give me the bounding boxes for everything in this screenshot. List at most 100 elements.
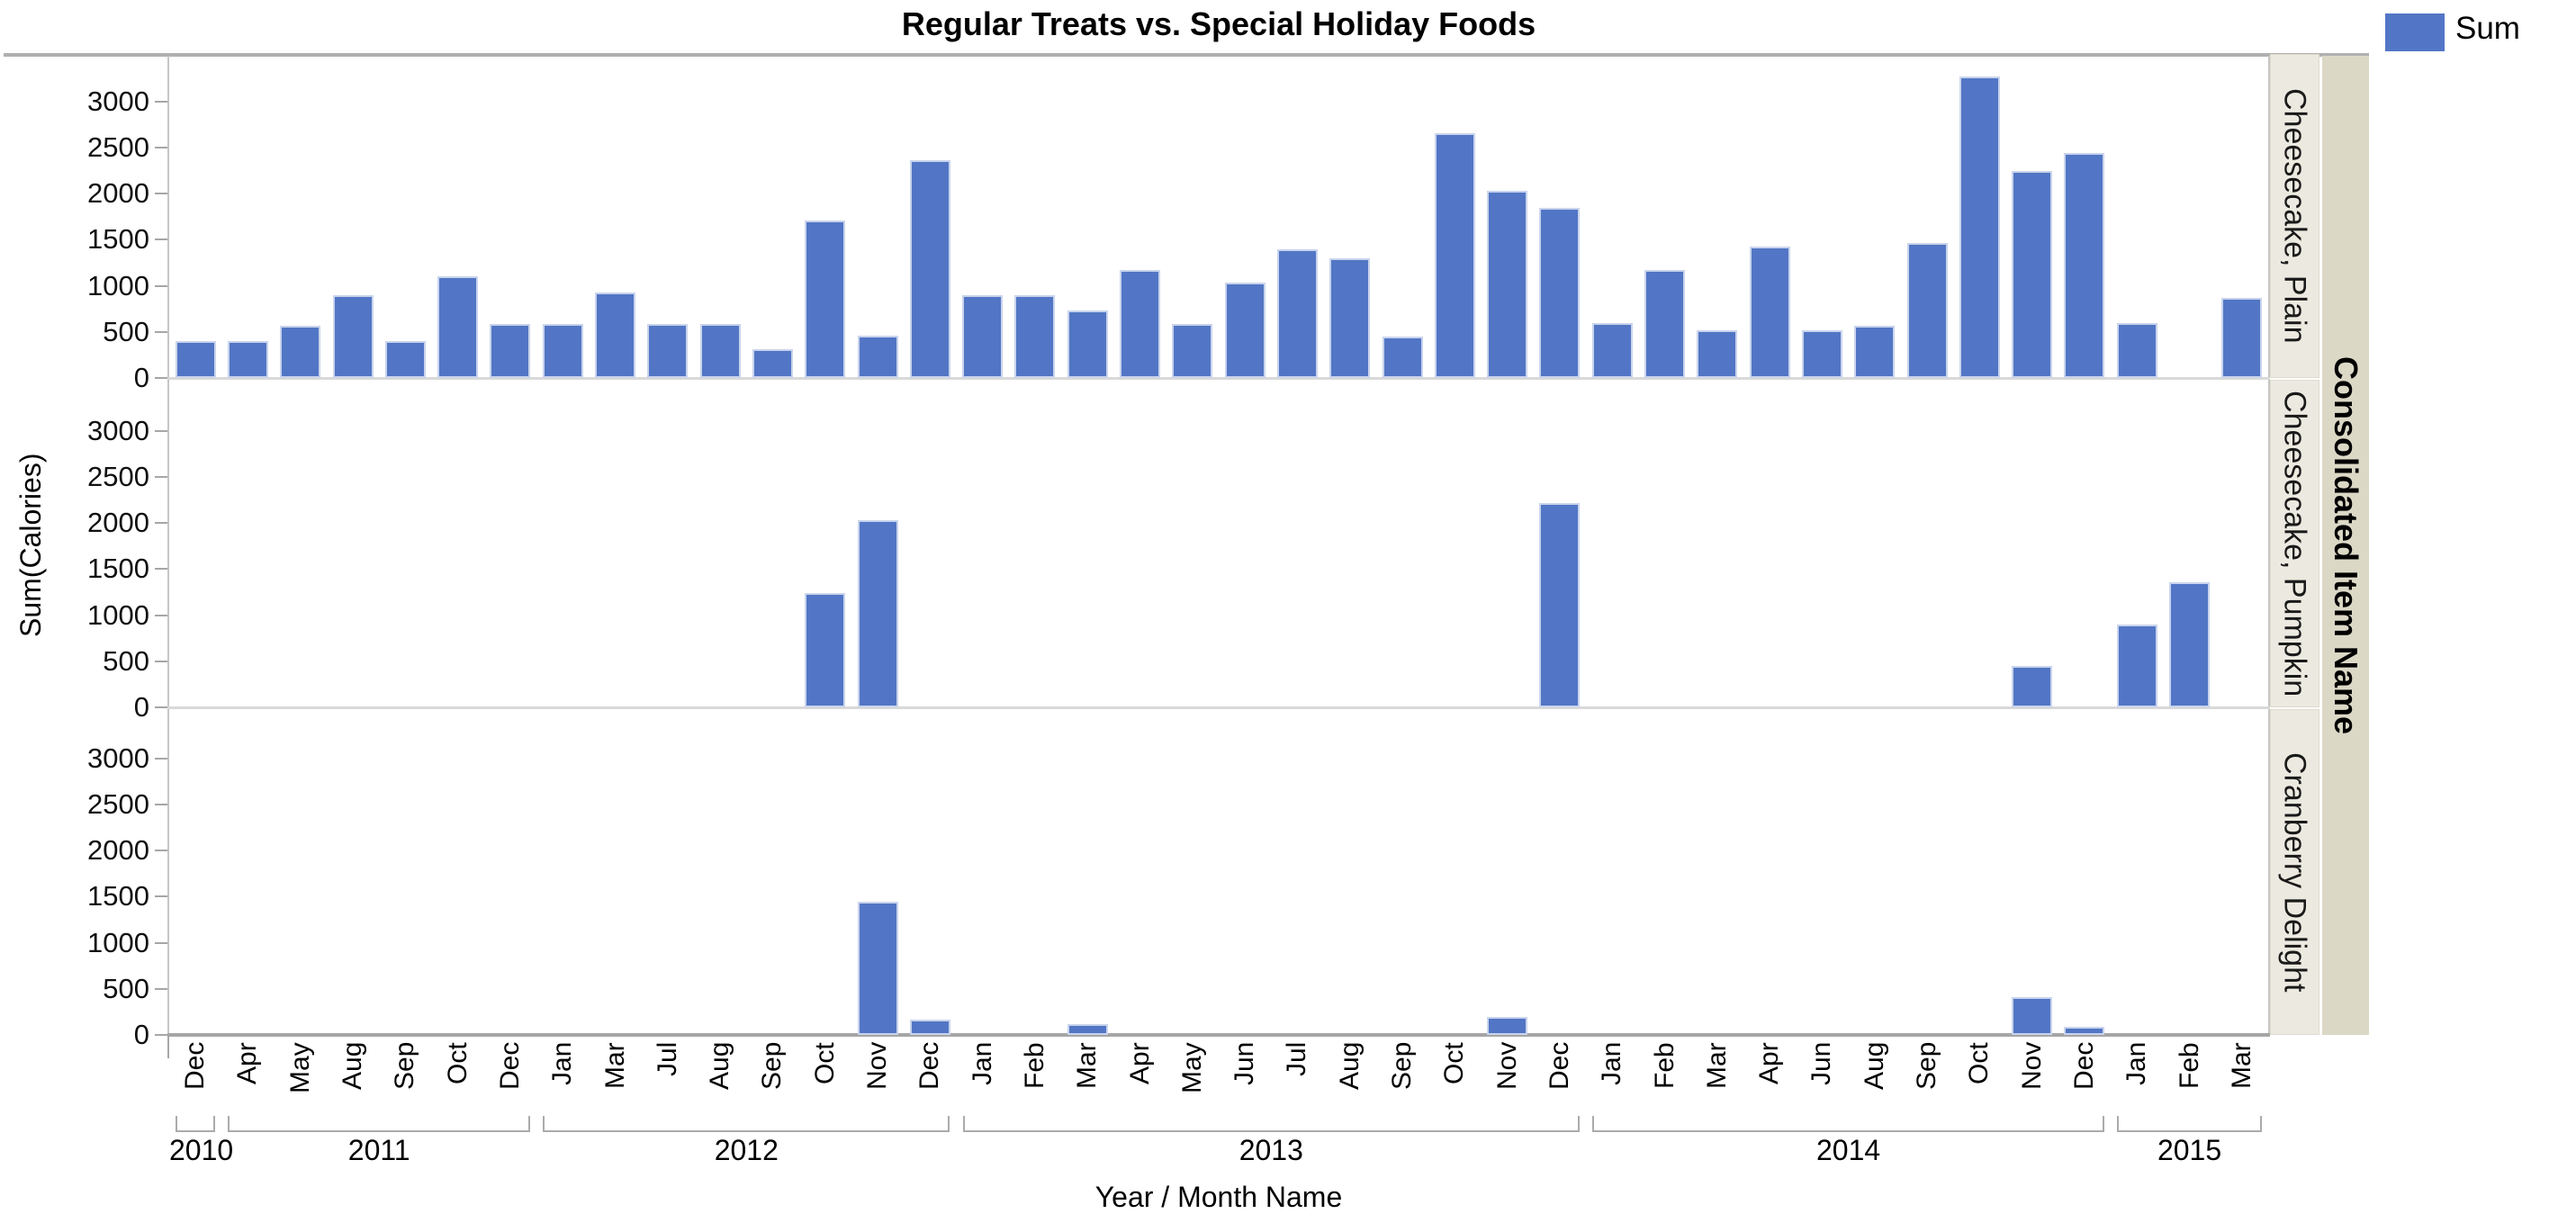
bar[interactable] <box>437 276 479 378</box>
x-tick-label-month: Mar <box>2226 1042 2256 1089</box>
y-tick-mark <box>155 706 167 708</box>
bar[interactable] <box>175 341 216 378</box>
plot-border-right <box>2268 56 2270 1035</box>
y-tick-mark <box>155 614 167 616</box>
x-tick-label-month: Sep <box>390 1042 420 1091</box>
bar[interactable] <box>542 323 583 378</box>
axis-corner-tick <box>167 1035 169 1058</box>
y-tick-mark <box>155 238 167 241</box>
y-tick-label: 2000 <box>87 507 149 539</box>
x-tick-label-month: Feb <box>1019 1042 1049 1089</box>
x-tick-label-month: Sep <box>1912 1042 1942 1091</box>
year-group-bracket <box>962 1116 1581 1132</box>
y-tick-label: 2500 <box>87 131 149 164</box>
bar[interactable] <box>2012 665 2053 707</box>
bar[interactable] <box>2012 170 2053 378</box>
facet-axis-title: Consolidated Item Name <box>2328 355 2364 735</box>
y-tick-label: 0 <box>133 691 149 723</box>
y-tick-mark <box>155 850 167 852</box>
bar[interactable] <box>909 160 950 378</box>
bar[interactable] <box>2221 297 2263 378</box>
bar[interactable] <box>1591 322 1633 378</box>
bar[interactable] <box>1382 336 1423 378</box>
y-axis-title: Sum(Calories) <box>14 453 47 638</box>
x-tick-label-month: Aug <box>1334 1042 1365 1091</box>
bar[interactable] <box>857 901 898 1035</box>
bar[interactable] <box>2116 624 2157 707</box>
x-tick-label-month: Apr <box>232 1042 263 1084</box>
bar[interactable] <box>805 593 846 707</box>
bar[interactable] <box>227 341 268 378</box>
x-tick-label-month: Mar <box>1072 1042 1103 1089</box>
bar[interactable] <box>1749 246 1790 378</box>
bar[interactable] <box>2064 153 2105 378</box>
bar[interactable] <box>647 323 689 378</box>
bar[interactable] <box>1801 329 1842 378</box>
bar[interactable] <box>909 1019 950 1035</box>
facet-strip-label: Cranberry Delight <box>2277 751 2312 993</box>
x-tick-label-month: Aug <box>705 1042 735 1091</box>
x-tick-label-month: Jul <box>652 1042 682 1077</box>
bar[interactable] <box>857 520 898 707</box>
bar[interactable] <box>1067 310 1108 378</box>
x-tick-label-year: 2013 <box>1238 1134 1303 1166</box>
bar[interactable] <box>1959 76 2000 378</box>
bar[interactable] <box>2012 997 2053 1035</box>
x-tick-label-month: Mar <box>599 1042 630 1089</box>
facet-strip: Cranberry Delight <box>2270 709 2319 1035</box>
x-tick-label-year: 2012 <box>714 1134 779 1166</box>
bar[interactable] <box>1906 242 1948 378</box>
bar[interactable] <box>752 349 793 378</box>
x-tick-label-year: 2015 <box>2157 1134 2222 1166</box>
legend-swatch[interactable] <box>2385 13 2445 51</box>
bar[interactable] <box>1120 270 1161 378</box>
bar[interactable] <box>1487 191 1528 378</box>
x-tick-label-month: Jan <box>547 1042 578 1086</box>
bar[interactable] <box>1276 248 1318 378</box>
x-tick-label-month: Aug <box>338 1042 368 1091</box>
bar[interactable] <box>1172 323 1213 378</box>
bar[interactable] <box>1854 325 1896 378</box>
x-tick-label-month: Mar <box>1701 1042 1732 1089</box>
bar[interactable] <box>962 294 1004 378</box>
bar[interactable] <box>2116 322 2157 378</box>
bar[interactable] <box>699 323 741 378</box>
y-tick-mark <box>155 987 167 990</box>
bar[interactable] <box>1697 329 1738 378</box>
bar[interactable] <box>805 220 846 378</box>
y-tick-label: 0 <box>133 1019 149 1050</box>
bar[interactable] <box>1434 132 1475 378</box>
y-tick-label: 500 <box>103 315 149 347</box>
y-tick-mark <box>155 193 167 195</box>
bar[interactable] <box>595 292 636 378</box>
facet-axis-strip: Consolidated Item Name <box>2322 56 2369 1035</box>
year-group-bracket <box>2117 1116 2262 1132</box>
bar[interactable] <box>280 325 321 378</box>
bar[interactable] <box>1329 257 1371 378</box>
bar[interactable] <box>1487 1016 1528 1035</box>
bar[interactable] <box>1014 294 1056 378</box>
bar[interactable] <box>1224 282 1265 378</box>
chart-title: Regular Treats vs. Special Holiday Foods <box>901 5 1536 42</box>
bar[interactable] <box>1539 502 1581 707</box>
y-tick-mark <box>155 476 167 479</box>
bar[interactable] <box>857 335 898 378</box>
year-group-bracket <box>176 1116 216 1132</box>
bar[interactable] <box>1539 207 1581 378</box>
bar[interactable] <box>2064 1026 2105 1035</box>
y-tick-label: 2000 <box>87 834 149 867</box>
bar[interactable] <box>1067 1023 1108 1035</box>
title-divider <box>4 53 2369 57</box>
x-tick-label-month: Oct <box>1964 1042 1995 1084</box>
bar[interactable] <box>2169 581 2211 707</box>
bar[interactable] <box>1644 270 1686 378</box>
y-tick-mark <box>155 284 167 287</box>
bar[interactable] <box>384 341 426 378</box>
bar[interactable] <box>490 323 531 378</box>
x-tick-label-month: Dec <box>2068 1042 2099 1091</box>
y-tick-mark <box>155 100 167 103</box>
x-tick-label-year: 2010 <box>169 1134 234 1166</box>
bar[interactable] <box>332 294 374 378</box>
panel-separator-line <box>167 706 2270 709</box>
